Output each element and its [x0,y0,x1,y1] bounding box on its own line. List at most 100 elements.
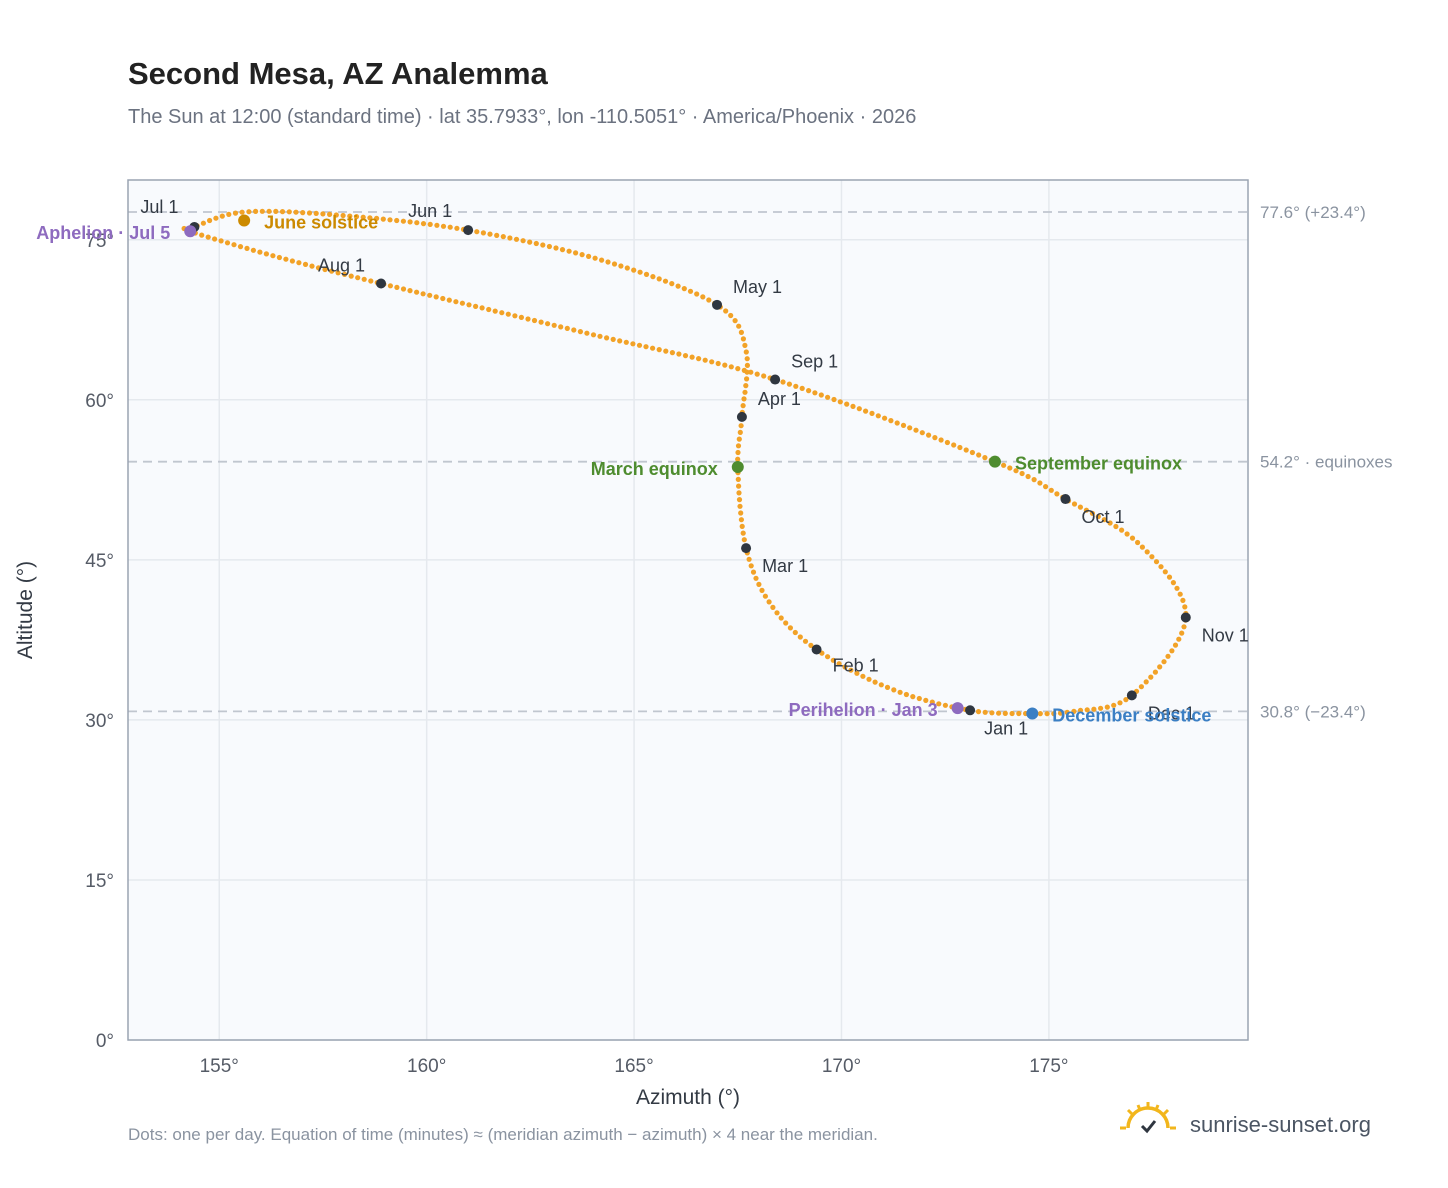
daily-dot [735,449,741,456]
daily-dot [454,225,460,231]
daily-dot [1098,705,1104,711]
month-marker [463,225,474,236]
daily-dot [618,263,624,269]
daily-dot [387,217,393,223]
daily-dot [894,420,900,426]
month-marker-label: Aug 1 [318,255,365,275]
daily-dot [938,437,944,443]
daily-dot [982,455,988,461]
daily-dot [253,208,259,214]
daily-dot [533,240,539,247]
daily-dot [558,324,564,330]
daily-dot [1144,549,1150,555]
daily-dot [736,497,743,503]
daily-dot [573,250,579,256]
daily-dot [623,339,629,345]
daily-dot [682,353,689,359]
daily-dot [296,260,302,266]
daily-dot [212,236,218,242]
daily-dot [976,452,982,458]
daily-dot [597,333,603,339]
daily-dot [932,435,938,441]
daily-dot [500,234,506,240]
daily-dot [1138,684,1144,690]
daily-dot [759,587,765,594]
daily-dot [825,394,831,400]
daily-dot [1129,535,1136,541]
daily-dot [989,710,995,716]
daily-dot [289,258,295,264]
daily-dot [279,209,286,215]
daily-dot [213,215,219,221]
daily-dot [735,456,741,462]
daily-dot [748,369,754,375]
daily-dot [963,447,969,453]
daily-dot [1176,636,1182,642]
daily-dot [226,211,232,217]
daily-dot [848,667,854,673]
daily-dot [643,344,649,350]
daily-dot [687,288,694,294]
daily-dot [1165,653,1171,659]
daily-dot [380,216,386,222]
daily-dot [891,687,897,693]
month-marker-label: Jul 1 [140,197,178,217]
daily-dot [681,286,687,292]
daily-dot [283,256,289,262]
axis-ticks: 155° 160° 165° 170° 175° 0° 15° 30° 45° 60° 75° [85,231,1068,1077]
month-marker [376,278,387,289]
daily-dot [545,321,551,327]
daily-dot [322,266,328,273]
daily-dot [1071,501,1078,507]
daily-dot [286,209,292,215]
daily-dot [1172,642,1179,648]
daily-dot [1013,468,1019,474]
daily-dot [232,210,239,216]
daily-dot [882,415,888,421]
month-marker [736,411,747,422]
daily-dot [1054,491,1060,497]
daily-dot [571,327,577,333]
daily-dot [1095,513,1101,520]
daily-dot [1037,711,1043,717]
daily-dot [836,661,842,667]
daily-dot [374,215,380,221]
daily-dot [342,271,348,277]
plot-frame [127,179,1249,1041]
daily-dot [818,392,824,398]
daily-dot [551,322,557,328]
daily-dot [466,302,472,308]
daily-dot [709,359,715,365]
daily-dot [1043,484,1049,490]
daily-dot [903,691,910,698]
daily-dot [1181,624,1187,630]
event-label: June solstice [264,213,378,233]
daily-dot [434,222,440,228]
month-marker-label: Feb 1 [833,655,879,675]
daily-dot [913,427,919,433]
daily-dot [579,252,585,258]
daily-dot [910,694,916,700]
daily-dot [499,310,505,316]
daily-dot [786,381,793,387]
month-marker-label: Dec 1 [1148,703,1195,723]
daily-dot [361,276,367,282]
daily-dot [1077,707,1084,714]
daily-dot [407,288,413,294]
daily-dot [741,396,747,402]
daily-dot [750,569,757,575]
daily-dot [1009,710,1015,717]
daily-dot [744,362,751,368]
y-axis-label: Altitude (°) [14,561,37,659]
daily-dot [400,218,406,224]
daily-dot [494,232,500,238]
daily-dot [837,399,843,405]
daily-dot [783,620,789,626]
daily-dot [340,212,346,219]
daily-dot [1139,544,1145,550]
month-marker-label: May 1 [733,277,782,297]
daily-dot [505,311,511,317]
chart-subtitle: The Sun at 12:00 (standard time) · lat 3… [128,106,916,128]
daily-dot [1158,564,1164,570]
daily-dot [736,483,742,489]
